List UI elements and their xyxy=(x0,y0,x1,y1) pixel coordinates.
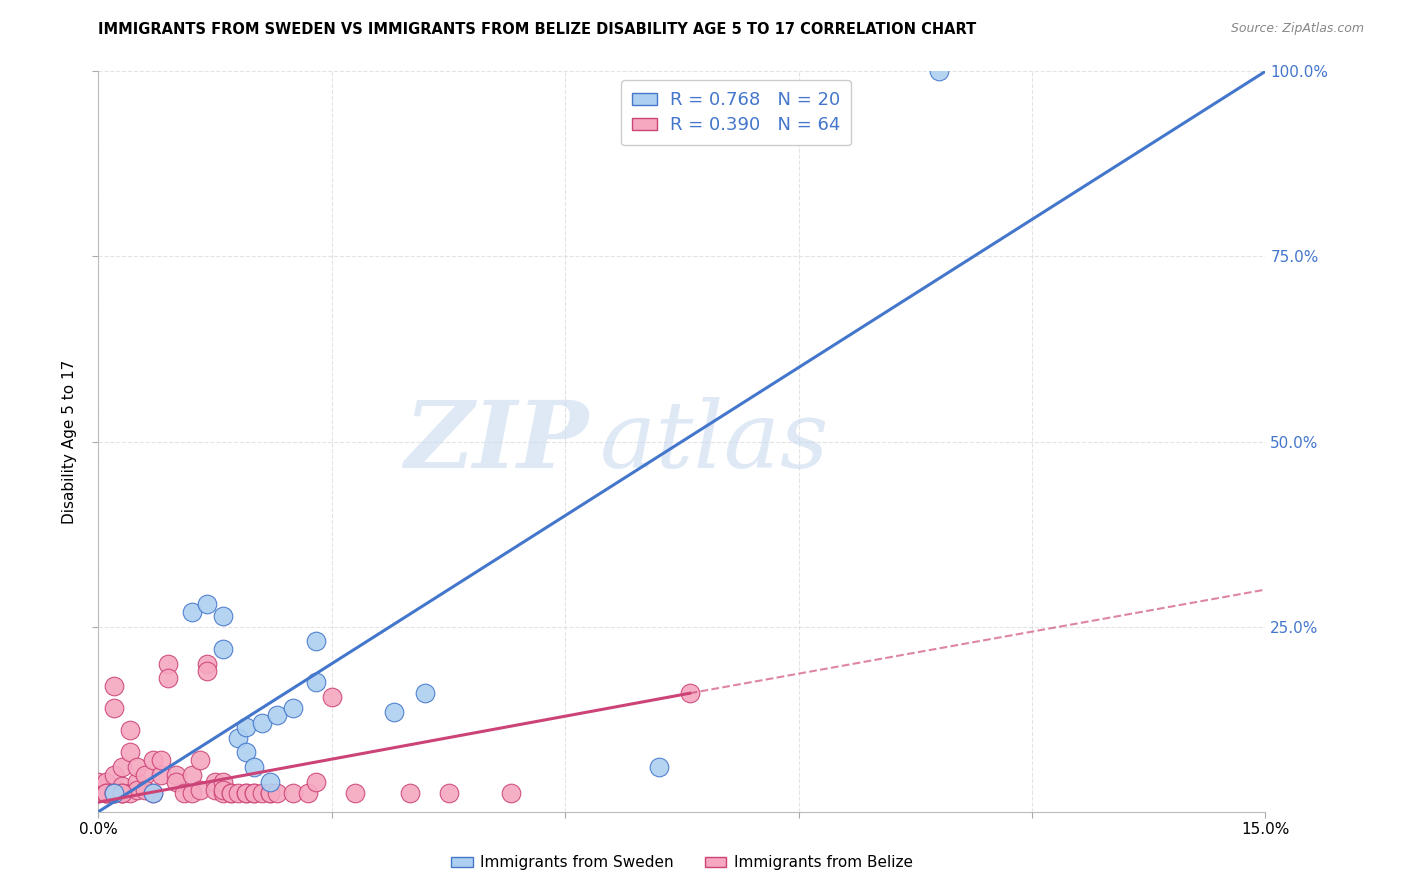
Point xyxy=(157,672,180,686)
Point xyxy=(647,760,669,774)
Point xyxy=(235,746,257,760)
Point xyxy=(142,753,165,767)
Point xyxy=(118,746,141,760)
Point xyxy=(679,686,702,700)
Point xyxy=(103,767,125,781)
Point xyxy=(212,775,235,789)
Point xyxy=(413,686,436,700)
Point xyxy=(127,782,149,797)
Point xyxy=(212,641,235,656)
Text: Source: ZipAtlas.com: Source: ZipAtlas.com xyxy=(1230,22,1364,36)
Point xyxy=(87,775,110,789)
Point xyxy=(219,786,242,800)
Point xyxy=(243,786,266,800)
Point xyxy=(195,598,218,612)
Point xyxy=(266,786,288,800)
Point xyxy=(219,786,242,800)
Point xyxy=(212,608,235,623)
Point xyxy=(173,786,195,800)
Point xyxy=(103,786,125,800)
Point xyxy=(180,786,202,800)
Point xyxy=(134,767,156,781)
Point xyxy=(142,786,165,800)
Point xyxy=(344,786,367,800)
Point xyxy=(149,767,172,781)
Point xyxy=(103,786,125,800)
Point xyxy=(259,786,281,800)
Point xyxy=(134,782,156,797)
Point xyxy=(111,786,134,800)
Point xyxy=(437,786,460,800)
Point xyxy=(243,786,266,800)
Point xyxy=(228,731,250,745)
Point xyxy=(195,657,218,671)
Legend: Immigrants from Sweden, Immigrants from Belize: Immigrants from Sweden, Immigrants from … xyxy=(444,847,920,878)
Point xyxy=(259,786,281,800)
Text: ZIP: ZIP xyxy=(405,397,589,486)
Point xyxy=(157,657,180,671)
Y-axis label: Disability Age 5 to 17: Disability Age 5 to 17 xyxy=(62,359,77,524)
Point xyxy=(188,782,211,797)
Point xyxy=(250,715,273,730)
Point xyxy=(96,786,118,800)
Point xyxy=(321,690,343,704)
Point xyxy=(305,675,328,690)
Point xyxy=(305,634,328,648)
Point xyxy=(165,767,187,781)
Point xyxy=(212,786,235,800)
Point xyxy=(188,753,211,767)
Point xyxy=(142,786,165,800)
Point xyxy=(382,705,405,719)
Point xyxy=(250,786,273,800)
Point xyxy=(266,708,288,723)
Point xyxy=(118,786,141,800)
Point xyxy=(103,701,125,715)
Point xyxy=(195,664,218,678)
Text: IMMIGRANTS FROM SWEDEN VS IMMIGRANTS FROM BELIZE DISABILITY AGE 5 TO 17 CORRELAT: IMMIGRANTS FROM SWEDEN VS IMMIGRANTS FRO… xyxy=(98,22,977,37)
Point xyxy=(103,786,125,800)
Point xyxy=(297,786,319,800)
Point xyxy=(111,786,134,800)
Point xyxy=(96,775,118,789)
Point xyxy=(243,760,266,774)
Point xyxy=(281,786,304,800)
Point xyxy=(204,782,226,797)
Point xyxy=(212,782,235,797)
Point xyxy=(180,605,202,619)
Point xyxy=(149,753,172,767)
Point xyxy=(259,775,281,789)
Point xyxy=(127,775,149,789)
Point xyxy=(228,786,250,800)
Point xyxy=(204,775,226,789)
Point xyxy=(165,775,187,789)
Point xyxy=(281,701,304,715)
Point xyxy=(96,786,118,800)
Point xyxy=(235,786,257,800)
Point xyxy=(96,786,118,800)
Text: atlas: atlas xyxy=(600,397,830,486)
Point xyxy=(111,760,134,774)
Point xyxy=(103,679,125,693)
Point xyxy=(87,786,110,800)
Point xyxy=(235,786,257,800)
Point xyxy=(127,760,149,774)
Point xyxy=(398,786,420,800)
Point xyxy=(118,723,141,738)
Point xyxy=(235,720,257,734)
Point xyxy=(305,775,328,789)
Point xyxy=(928,64,950,78)
Point xyxy=(180,767,202,781)
Point xyxy=(499,786,522,800)
Point xyxy=(111,786,134,800)
Point xyxy=(111,779,134,793)
